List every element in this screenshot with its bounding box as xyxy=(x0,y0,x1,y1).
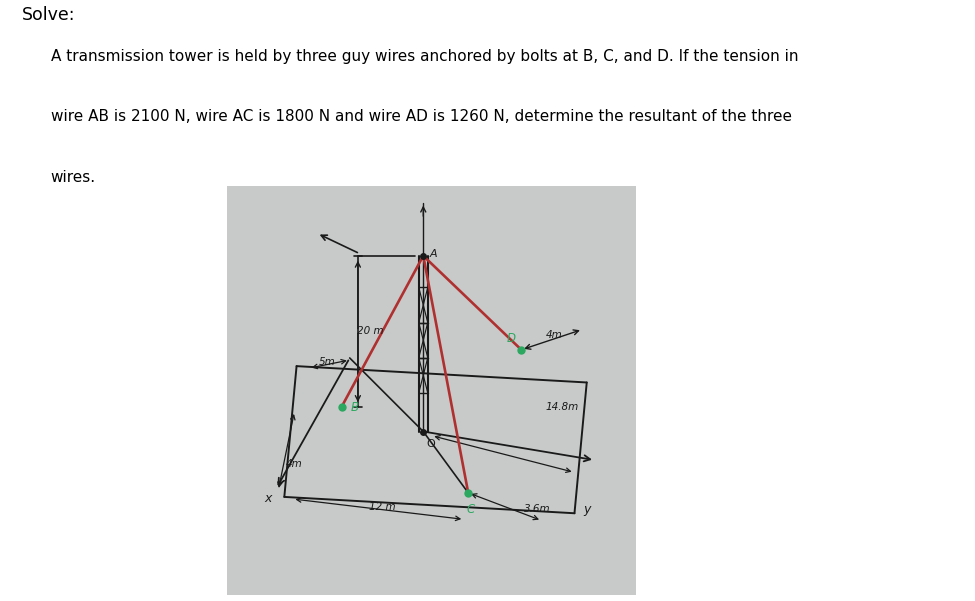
Text: A transmission tower is held by three guy wires anchored by bolts at B, C, and D: A transmission tower is held by three gu… xyxy=(51,49,799,64)
Text: C: C xyxy=(466,503,475,516)
Text: 20 m: 20 m xyxy=(357,326,383,337)
Text: wire AB is 2100 N, wire AC is 1800 N and wire AD is 1260 N, determine the result: wire AB is 2100 N, wire AC is 1800 N and… xyxy=(51,109,792,124)
Text: 3.6m: 3.6m xyxy=(525,504,551,514)
Text: 12 m: 12 m xyxy=(370,502,396,512)
Text: B: B xyxy=(351,401,359,414)
Text: Solve:: Solve: xyxy=(21,6,75,24)
Text: 5m: 5m xyxy=(319,357,335,367)
Text: D: D xyxy=(506,332,515,345)
Text: 4m: 4m xyxy=(546,331,563,341)
Text: A: A xyxy=(429,249,437,259)
Text: y: y xyxy=(583,502,591,516)
Text: wires.: wires. xyxy=(51,169,96,185)
Text: 14.8m: 14.8m xyxy=(546,402,579,412)
Text: x: x xyxy=(264,492,272,505)
Text: 4m: 4m xyxy=(286,459,303,469)
Text: O: O xyxy=(426,439,435,449)
